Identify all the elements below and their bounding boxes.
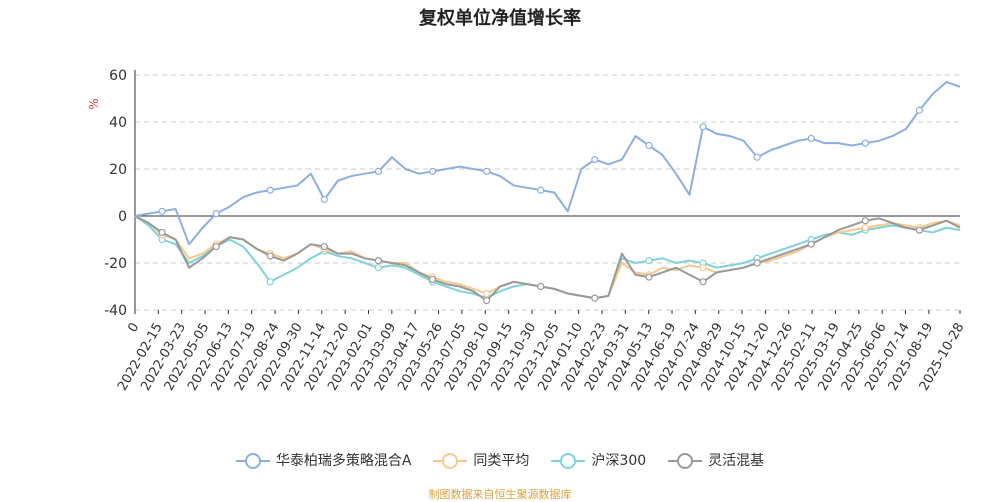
data-point — [699, 123, 707, 131]
data-point — [374, 264, 383, 272]
data-point — [807, 134, 815, 143]
data-point — [266, 252, 274, 260]
data-point — [591, 156, 599, 164]
series-line — [134, 81, 961, 246]
data-point — [483, 297, 491, 305]
y-tick-label: -20 — [104, 256, 127, 272]
data-point — [483, 167, 491, 175]
data-point — [537, 282, 545, 291]
data-point — [645, 141, 653, 150]
data-point — [374, 167, 383, 175]
data-point — [266, 278, 274, 286]
data-point — [861, 217, 869, 225]
legend-item[interactable]: 沪深300 — [551, 450, 646, 470]
data-point — [428, 275, 437, 284]
data-point — [483, 289, 491, 298]
legend-label: 华泰柏瑞多策略混合A — [275, 453, 412, 469]
data-point — [915, 226, 924, 234]
series-line — [134, 215, 961, 300]
legend: 华泰柏瑞多策略混合A 同类平均 沪深300 灵活混基 — [0, 450, 1000, 470]
series-line — [134, 215, 961, 300]
data-point — [645, 257, 653, 265]
data-point — [699, 264, 707, 272]
series-lines — [134, 81, 961, 305]
x-tick-label: 0 — [125, 321, 142, 336]
data-point — [861, 224, 869, 232]
legend-item[interactable]: 华泰柏瑞多策略混合A — [235, 450, 412, 470]
data-point — [753, 153, 761, 161]
data-point — [699, 278, 707, 286]
data-point — [861, 139, 869, 147]
data-point — [591, 294, 599, 302]
data-point — [212, 242, 220, 251]
data-point — [158, 207, 166, 215]
data-point — [212, 210, 220, 218]
data-point — [915, 106, 924, 114]
y-tick-label: 0 — [118, 209, 127, 225]
source-note: 制图数据来自恒生聚源数据库 — [428, 488, 572, 501]
axes — [134, 70, 961, 314]
data-point — [645, 273, 653, 281]
legend-item[interactable]: 同类平均 — [433, 450, 529, 470]
chart-title: 复权单位净值增长率 — [419, 8, 581, 29]
legend-marker-icon — [668, 453, 703, 469]
data-point — [807, 240, 815, 248]
y-tick-label: -40 — [104, 303, 127, 319]
data-point — [374, 257, 383, 265]
data-point — [158, 228, 166, 237]
y-tick-label: 60 — [109, 68, 127, 84]
legend-label: 同类平均 — [473, 453, 530, 469]
data-point — [320, 195, 328, 204]
y-axis-unit: % — [87, 98, 101, 109]
data-point — [537, 186, 545, 194]
gridlines — [135, 74, 960, 311]
data-point — [266, 186, 274, 194]
series-line — [134, 215, 961, 302]
data-point — [428, 167, 437, 175]
legend-marker-icon — [551, 453, 586, 469]
data-point — [320, 242, 328, 251]
legend-item[interactable]: 灵活混基 — [668, 450, 764, 470]
legend-marker-icon — [235, 453, 270, 469]
legend-label: 沪深300 — [591, 453, 647, 469]
legend-marker-icon — [433, 453, 468, 469]
data-point — [753, 259, 761, 267]
y-tick-label: 40 — [109, 115, 127, 131]
y-tick-label: 20 — [109, 162, 127, 178]
legend-label: 灵活混基 — [708, 453, 765, 469]
